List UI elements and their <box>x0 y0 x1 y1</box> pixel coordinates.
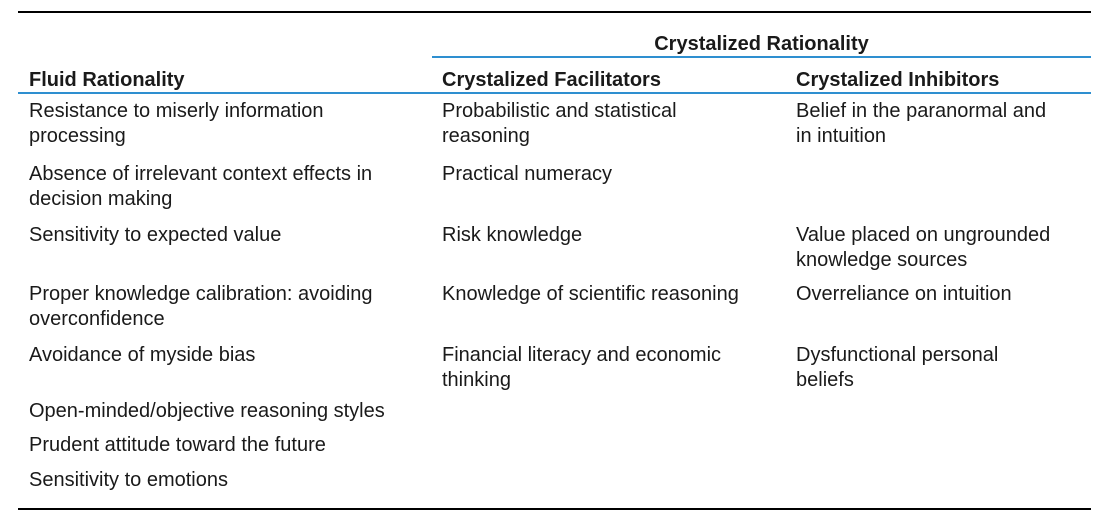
table-cell-facilitator: Knowledge of scientific reasoning <box>442 283 739 305</box>
table-cell-facilitator: Financial literacy and economic thinking <box>442 344 722 391</box>
table-cell-facilitator: Practical numeracy <box>442 163 613 185</box>
table-cell-inhibitor: Belief in the paranormal and in intuitio… <box>796 100 1047 147</box>
group-header-rule <box>432 56 1091 58</box>
column-header-crystalized-facilitators: Crystalized Facilitators <box>442 69 661 91</box>
table-cell-fluid: Absence of irrelevant context effects in… <box>29 163 373 210</box>
table-cell-fluid: Sensitivity to emotions <box>29 469 228 491</box>
table-cell-facilitator: Risk knowledge <box>442 224 583 246</box>
table-cell-inhibitor: Dysfunctional personal beliefs <box>796 344 999 391</box>
table-cell-facilitator: Probabilistic and statistical reasoning <box>442 100 677 147</box>
table-cell-fluid: Resistance to miserly information proces… <box>29 100 324 147</box>
table-cell-fluid: Prudent attitude toward the future <box>29 434 326 456</box>
header-rule <box>18 92 1091 94</box>
table-cell-fluid: Avoidance of myside bias <box>29 344 256 366</box>
table-cell-fluid: Proper knowledge calibration: avoiding o… <box>29 283 373 330</box>
table-cell-inhibitor: Value placed on ungrounded knowledge sou… <box>796 224 1051 271</box>
table-bottom-rule <box>18 508 1091 510</box>
column-header-fluid-rationality: Fluid Rationality <box>29 69 185 91</box>
table-cell-inhibitor: Overreliance on intuition <box>796 283 1012 305</box>
column-header-crystalized-inhibitors: Crystalized Inhibitors <box>796 69 1000 91</box>
table-cell-fluid: Open-minded/objective reasoning styles <box>29 400 385 422</box>
table-cell-fluid: Sensitivity to expected value <box>29 224 282 246</box>
table-top-rule <box>18 11 1091 13</box>
group-header-crystalized-rationality: Crystalized Rationality <box>654 33 869 55</box>
